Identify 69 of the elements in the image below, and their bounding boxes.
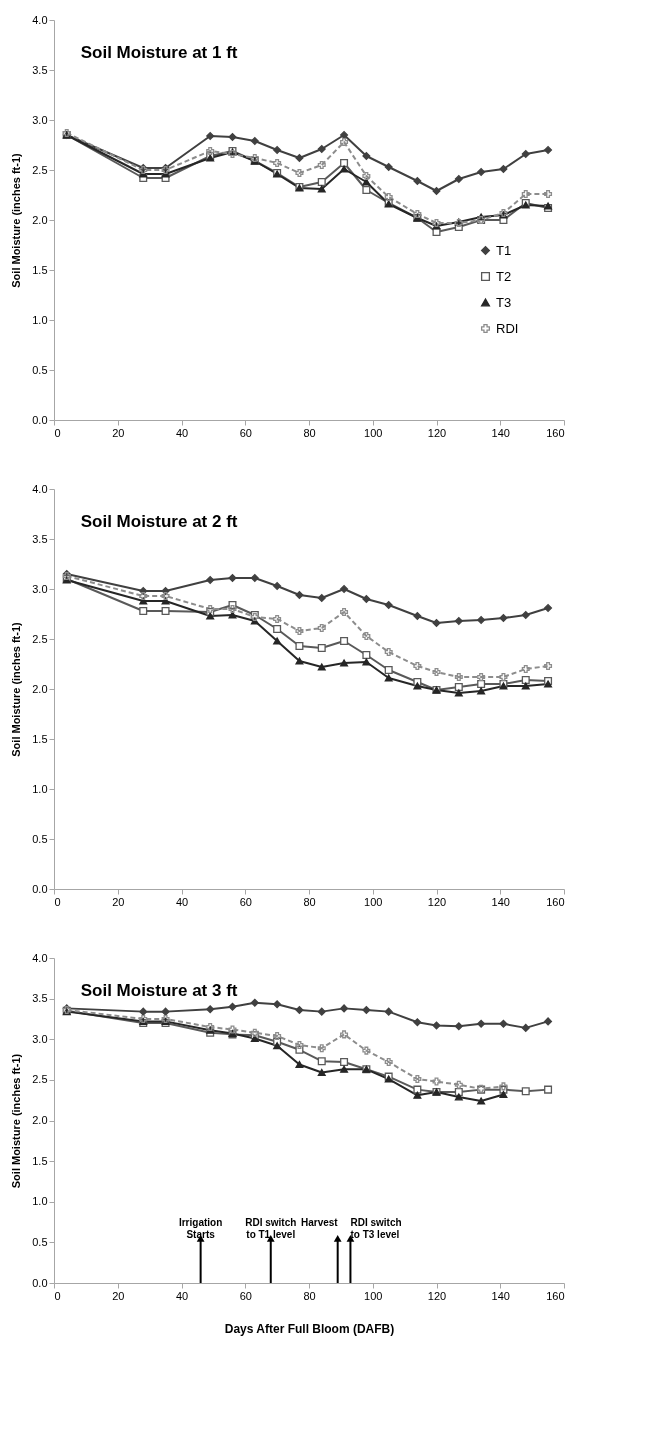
x-tick-label: 160 — [546, 1289, 565, 1302]
y-axis-title: Soil Moisture (inches ft-1) — [10, 1053, 23, 1189]
y-tick-label: 3.5 — [32, 992, 48, 1005]
legend-label: RDI — [496, 320, 519, 336]
y-tick-label: 4.0 — [32, 951, 48, 964]
y-tick-label: 0.5 — [32, 832, 48, 845]
x-tick-label: 160 — [546, 895, 565, 908]
y-tick-label: 2.5 — [32, 632, 48, 645]
y-tick-label: 0.5 — [32, 1235, 48, 1248]
y-axis-title: Soil Moisture (inches ft-1) — [10, 621, 23, 757]
x-tick-label: 60 — [239, 1289, 252, 1302]
y-tick-label: 0.0 — [32, 413, 48, 426]
x-tick-label: 120 — [427, 1289, 447, 1302]
y-tick-label: 4.0 — [32, 482, 48, 495]
legend-label: T3 — [496, 294, 512, 310]
y-tick-label: 1.5 — [32, 1154, 48, 1167]
x-axis-title: Days After Full Bloom (DAFB) — [224, 1321, 395, 1336]
legend-label: T1 — [496, 242, 512, 258]
x-tick-label: 20 — [112, 426, 125, 439]
x-tick-label: 40 — [175, 426, 189, 439]
y-tick-label: 2.5 — [32, 1073, 48, 1086]
x-tick-label: 140 — [491, 1289, 510, 1302]
x-tick-label: 140 — [491, 895, 510, 908]
x-tick-label: 140 — [491, 426, 510, 439]
x-tick-label: 40 — [175, 1289, 189, 1302]
y-tick-label: 1.0 — [32, 1195, 48, 1208]
annotation: RDI switch to T1 level — [245, 1217, 297, 1241]
x-tick-label: 20 — [112, 1289, 125, 1302]
x-tick-label: 80 — [303, 895, 316, 908]
y-tick-label: 1.5 — [32, 732, 48, 745]
text: Soil Moisture at 3 ft — [80, 981, 238, 1000]
y-tick-label: 0.5 — [32, 363, 48, 376]
y-tick-label: 1.0 — [32, 313, 48, 326]
annotation: Harvest — [300, 1217, 339, 1229]
y-tick-label: 0.0 — [32, 882, 48, 895]
text: Soil Moisture at 2 ft — [80, 512, 238, 531]
x-tick-label: 0 — [54, 895, 61, 908]
x-tick-label: 120 — [427, 895, 447, 908]
y-tick-label: 1.5 — [32, 263, 48, 276]
y-tick-label: 3.0 — [32, 582, 48, 595]
x-tick-label: 60 — [239, 895, 252, 908]
y-tick-label: 2.0 — [32, 213, 48, 226]
x-tick-label: 160 — [546, 426, 565, 439]
x-tick-label: 0 — [54, 1289, 61, 1302]
y-tick-label: 3.0 — [32, 1032, 48, 1045]
x-tick-label: 120 — [427, 426, 447, 439]
x-tick-label: 80 — [303, 1289, 316, 1302]
x-tick-label: 0 — [54, 426, 61, 439]
y-tick-label: 4.0 — [32, 13, 48, 26]
x-tick-label: 100 — [364, 895, 383, 908]
x-tick-label: 20 — [112, 895, 125, 908]
y-tick-label: 1.0 — [32, 782, 48, 795]
y-tick-label: 2.0 — [32, 1114, 48, 1126]
x-tick-label: 100 — [364, 426, 383, 439]
y-tick-label: 0.0 — [32, 1276, 48, 1289]
y-tick-label: 3.5 — [32, 63, 48, 76]
x-tick-label: 80 — [303, 426, 316, 439]
legend-label: T2 — [496, 268, 512, 284]
y-tick-label: 3.5 — [32, 532, 48, 545]
text: Soil Moisture at 1 ft — [80, 43, 238, 62]
annotation: Irrigation Starts — [178, 1217, 223, 1241]
x-tick-label: 100 — [364, 1289, 383, 1302]
y-axis-title: Soil Moisture (inches ft-1) — [10, 152, 23, 288]
annotation: RDI switch to T3 level — [350, 1217, 402, 1241]
x-tick-label: 40 — [175, 895, 189, 908]
y-tick-label: 3.0 — [32, 113, 48, 126]
y-tick-label: 2.0 — [32, 682, 48, 695]
y-tick-label: 2.5 — [32, 163, 48, 176]
x-tick-label: 60 — [239, 426, 252, 439]
